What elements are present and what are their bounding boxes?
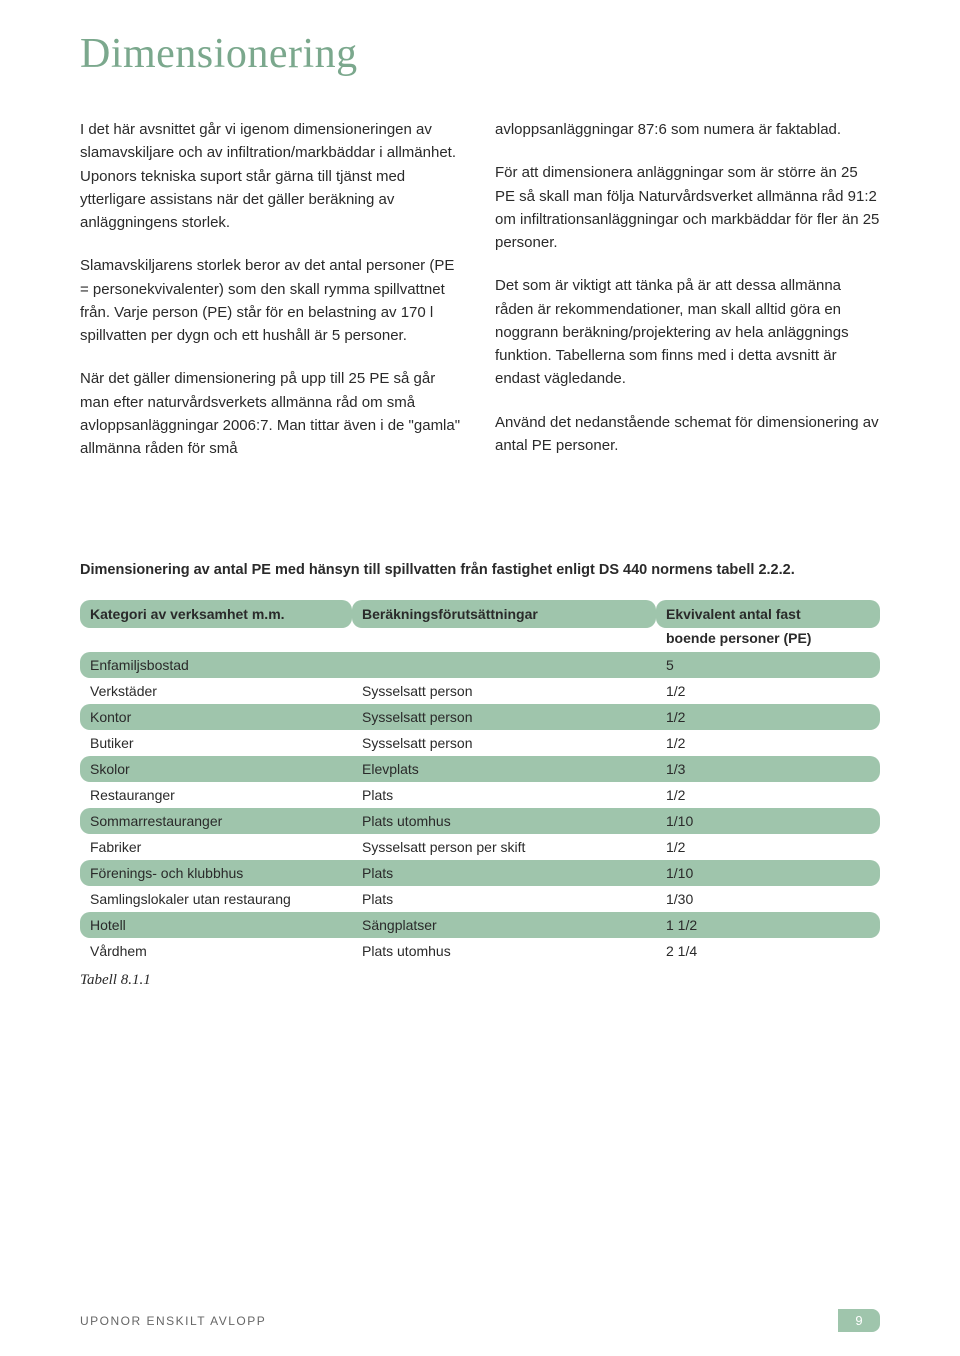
cell-condition: Plats utomhus xyxy=(352,808,656,834)
table-row: KontorSysselsatt person1/2 xyxy=(80,704,880,730)
left-para-1: I det här avsnittet går vi igenom dimens… xyxy=(80,118,465,234)
cell-condition: Plats xyxy=(352,886,656,912)
table-intro: Dimensionering av antal PE med hänsyn ti… xyxy=(80,560,880,582)
cell-condition: Plats xyxy=(352,782,656,808)
cell-equivalent: 1 1/2 xyxy=(656,912,880,938)
cell-equivalent: 1/2 xyxy=(656,782,880,808)
table-row: FabrikerSysselsatt person per skift1/2 xyxy=(80,834,880,860)
cell-equivalent: 1/3 xyxy=(656,756,880,782)
page-title: Dimensionering xyxy=(80,30,880,78)
cell-category: Verkstäder xyxy=(80,678,352,704)
cell-condition: Sängplatser xyxy=(352,912,656,938)
table-row: SommarrestaurangerPlats utomhus1/10 xyxy=(80,808,880,834)
table-row: ButikerSysselsatt person1/2 xyxy=(80,730,880,756)
left-column: I det här avsnittet går vi igenom dimens… xyxy=(80,118,465,480)
cell-condition xyxy=(352,652,656,678)
table-row: Förenings- och klubbhusPlats1/10 xyxy=(80,860,880,886)
dimensioning-table: Kategori av verksamhet m.m. Beräkningsfö… xyxy=(80,600,880,964)
cell-category: Restauranger xyxy=(80,782,352,808)
table-subheader-row: boende personer (PE) xyxy=(80,628,880,652)
cell-condition: Sysselsatt person xyxy=(352,704,656,730)
cell-equivalent: 5 xyxy=(656,652,880,678)
table-row: HotellSängplatser1 1/2 xyxy=(80,912,880,938)
right-column: avloppsanläggningar 87:6 som numera är f… xyxy=(495,118,880,480)
th-category: Kategori av verksamhet m.m. xyxy=(80,600,352,628)
cell-condition: Sysselsatt person xyxy=(352,730,656,756)
th-conditions: Beräkningsförutsättningar xyxy=(352,600,656,628)
right-para-2: För att dimensionera anläggningar som är… xyxy=(495,161,880,254)
cell-category: Skolor xyxy=(80,756,352,782)
cell-equivalent: 1/2 xyxy=(656,704,880,730)
cell-condition: Plats utomhus xyxy=(352,938,656,964)
table-row: SkolorElevplats1/3 xyxy=(80,756,880,782)
table-row: Enfamiljsbostad 5 xyxy=(80,652,880,678)
table-caption: Tabell 8.1.1 xyxy=(80,972,880,989)
table-row: RestaurangerPlats1/2 xyxy=(80,782,880,808)
table-section: Dimensionering av antal PE med hänsyn ti… xyxy=(80,560,880,989)
footer-text: UPONOR ENSKILT AVLOPP xyxy=(80,1314,266,1328)
right-para-4: Använd det nedanstående schemat för dime… xyxy=(495,411,880,458)
cell-equivalent: 1/10 xyxy=(656,860,880,886)
cell-category: Förenings- och klubbhus xyxy=(80,860,352,886)
cell-equivalent: 1/10 xyxy=(656,808,880,834)
cell-equivalent: 1/2 xyxy=(656,678,880,704)
cell-category: Butiker xyxy=(80,730,352,756)
table-row: Samlingslokaler utan restaurangPlats1/30 xyxy=(80,886,880,912)
cell-equivalent: 1/2 xyxy=(656,730,880,756)
cell-category: Vårdhem xyxy=(80,938,352,964)
left-para-3: När det gäller dimensionering på upp til… xyxy=(80,367,465,460)
right-para-1: avloppsanläggningar 87:6 som numera är f… xyxy=(495,118,880,141)
table-row: VerkstäderSysselsatt person1/2 xyxy=(80,678,880,704)
cell-category: Kontor xyxy=(80,704,352,730)
cell-condition: Plats xyxy=(352,860,656,886)
cell-equivalent: 1/30 xyxy=(656,886,880,912)
cell-category: Hotell xyxy=(80,912,352,938)
cell-condition: Elevplats xyxy=(352,756,656,782)
left-para-2: Slamavskiljarens storlek beror av det an… xyxy=(80,254,465,347)
cell-category: Fabriker xyxy=(80,834,352,860)
table-header-row: Kategori av verksamhet m.m. Beräkningsfö… xyxy=(80,600,880,628)
cell-category: Enfamiljsbostad xyxy=(80,652,352,678)
table-row: VårdhemPlats utomhus2 1/4 xyxy=(80,938,880,964)
table-body: Enfamiljsbostad5VerkstäderSysselsatt per… xyxy=(80,652,880,964)
page-number: 9 xyxy=(838,1309,880,1332)
page-footer: UPONOR ENSKILT AVLOPP 9 xyxy=(80,1309,880,1332)
cell-equivalent: 1/2 xyxy=(656,834,880,860)
cell-equivalent: 2 1/4 xyxy=(656,938,880,964)
cell-category: Sommarrestauranger xyxy=(80,808,352,834)
cell-condition: Sysselsatt person per skift xyxy=(352,834,656,860)
th-equivalent-sub: boende personer (PE) xyxy=(656,628,880,652)
body-columns: I det här avsnittet går vi igenom dimens… xyxy=(80,118,880,480)
th-equivalent: Ekvivalent antal fast xyxy=(656,600,880,628)
cell-condition: Sysselsatt person xyxy=(352,678,656,704)
right-para-3: Det som är viktigt att tänka på är att d… xyxy=(495,274,880,390)
cell-category: Samlingslokaler utan restaurang xyxy=(80,886,352,912)
